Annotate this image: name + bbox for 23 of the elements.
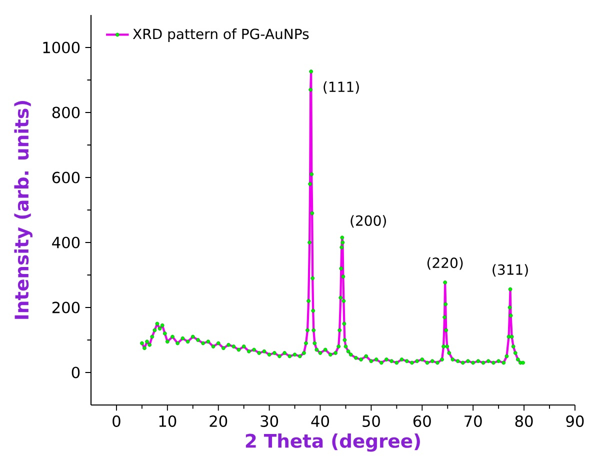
legend-label: XRD pattern of PG-AuNPs [132,28,309,42]
x-tick-label: 10 [159,415,176,427]
x-tick-label: 40 [311,415,329,427]
x-tick-label: 50 [362,415,380,427]
x-tick-label: 70 [464,415,482,427]
x-tick-label: 0 [112,415,120,427]
y-tick-label: 200 [52,302,80,314]
x-tick-label: 60 [413,415,431,427]
y-tick-label: 600 [52,172,80,184]
annotation: (311) [492,264,528,277]
annotation: (111) [324,81,359,94]
y-tick-label: 400 [52,236,80,248]
annotation: (220) [427,257,463,270]
x-tick-label: 30 [260,415,278,427]
y-tick-label: 0 [72,366,80,378]
x-axis-title: 2 Theta (degree) [246,433,420,452]
y-tick-label: 800 [52,106,80,118]
annotation: (200) [350,215,386,228]
x-tick-label: 90 [566,415,584,427]
x-tick-label: 20 [210,415,228,427]
y-axis-title: Intensity (arb. units) [14,101,32,319]
y-tick-label: 1000 [43,42,80,54]
x-tick-label: 80 [515,415,533,427]
